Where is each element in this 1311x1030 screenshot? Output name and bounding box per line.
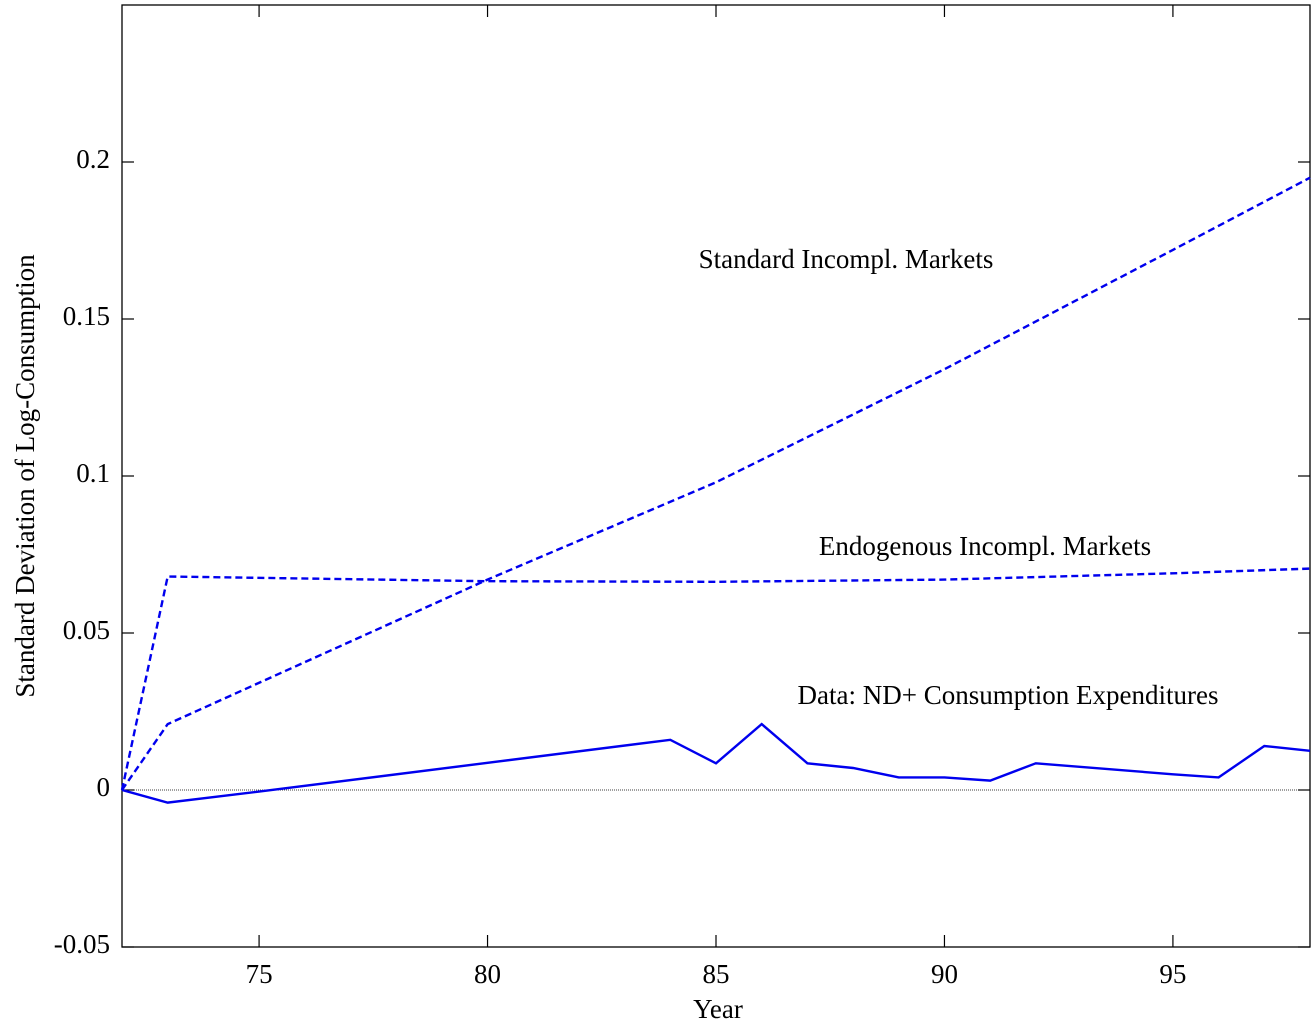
y-tick-label: 0 [97, 772, 111, 802]
y-tick-label: 0.2 [76, 144, 110, 174]
x-tick-label: 95 [1159, 959, 1186, 989]
y-tick-label: 0.05 [63, 615, 110, 645]
x-tick-label: 90 [931, 959, 958, 989]
series-line [120, 567, 1311, 791]
y-tick-label: 0.1 [76, 458, 110, 488]
x-tick-label: 75 [246, 959, 273, 989]
y-axis-label: Standard Deviation of Log-Consumption [10, 254, 40, 698]
series-line [121, 176, 1311, 791]
plot-frame [121, 4, 1311, 948]
series-line [121, 722, 1311, 804]
series-label: Endogenous Incompl. Markets [819, 531, 1151, 561]
series-label: Standard Incompl. Markets [699, 244, 994, 274]
y-tick-label: 0.15 [63, 301, 110, 331]
y-tick-label: -0.05 [54, 929, 110, 959]
x-tick-label: 85 [703, 959, 730, 989]
x-tick-label: 80 [474, 959, 501, 989]
series-label: Data: ND+ Consumption Expenditures [798, 680, 1219, 710]
x-axis-label: Year [693, 994, 743, 1024]
